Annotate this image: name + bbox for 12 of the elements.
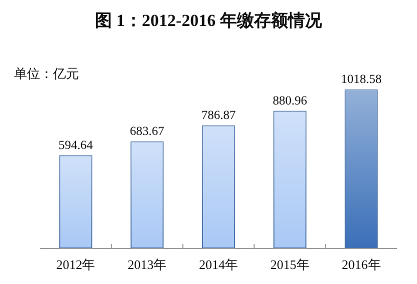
x-tick-label: 2015年 bbox=[270, 257, 310, 272]
x-tick-label: 2012年 bbox=[56, 257, 96, 272]
chart-title: 图 1：2012-2016 年缴存额情况 bbox=[95, 11, 323, 30]
x-tick-label: 2013年 bbox=[128, 257, 167, 272]
data-label: 683.67 bbox=[130, 124, 164, 138]
data-label: 594.64 bbox=[58, 138, 94, 152]
data-label: 786.87 bbox=[201, 108, 236, 122]
x-tick-label: 2014年 bbox=[199, 257, 238, 272]
data-label: 880.96 bbox=[272, 93, 308, 108]
data-label: 1018.58 bbox=[340, 72, 382, 86]
x-tick-label: 2016年 bbox=[342, 257, 381, 272]
y-axis-title: 单位：亿元 bbox=[14, 67, 79, 82]
